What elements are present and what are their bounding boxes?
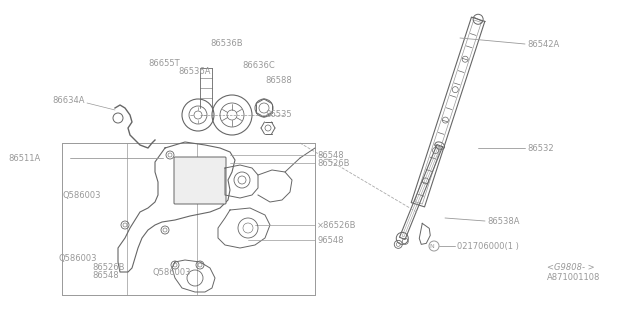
Text: <G9808- >: <G9808- > bbox=[547, 262, 595, 271]
Text: 86535: 86535 bbox=[265, 109, 292, 118]
Text: Q586003: Q586003 bbox=[62, 190, 100, 199]
Text: 96548: 96548 bbox=[317, 236, 344, 244]
Text: 86526B: 86526B bbox=[317, 158, 349, 167]
Text: Q586003: Q586003 bbox=[152, 268, 191, 276]
FancyBboxPatch shape bbox=[174, 157, 226, 204]
Text: 86536A: 86536A bbox=[178, 67, 211, 76]
Text: 86588: 86588 bbox=[265, 76, 292, 84]
Text: 86511A: 86511A bbox=[8, 154, 40, 163]
Text: 021706000(1 ): 021706000(1 ) bbox=[457, 242, 519, 251]
Text: 86548: 86548 bbox=[317, 150, 344, 159]
Text: 86655T: 86655T bbox=[148, 59, 180, 68]
Text: 86532: 86532 bbox=[527, 143, 554, 153]
Text: 86636C: 86636C bbox=[242, 60, 275, 69]
Text: 86526B: 86526B bbox=[92, 263, 125, 273]
Text: 86542A: 86542A bbox=[527, 39, 559, 49]
Text: N: N bbox=[429, 244, 435, 249]
Text: 86634A: 86634A bbox=[52, 95, 84, 105]
Text: A871001108: A871001108 bbox=[547, 274, 600, 283]
Text: 86538A: 86538A bbox=[487, 217, 520, 226]
Text: 86536B: 86536B bbox=[210, 38, 243, 47]
Text: 86548: 86548 bbox=[92, 270, 118, 279]
Text: ×86526B: ×86526B bbox=[317, 220, 356, 229]
Text: Q586003: Q586003 bbox=[58, 253, 97, 262]
